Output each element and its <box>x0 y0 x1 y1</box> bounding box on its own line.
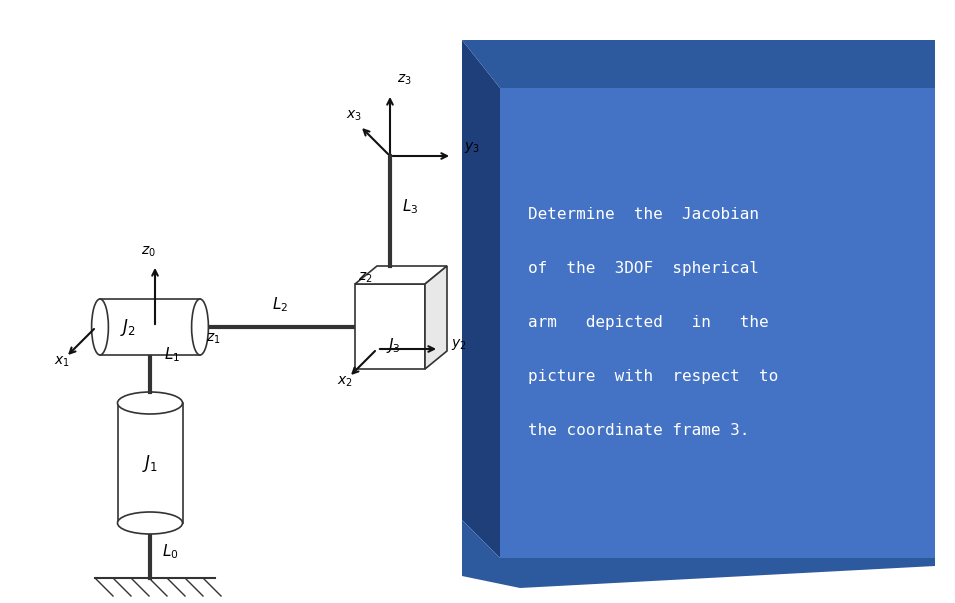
Text: $L_3$: $L_3$ <box>402 197 418 216</box>
Text: $z_3$: $z_3$ <box>397 73 412 87</box>
Text: $L_2$: $L_2$ <box>272 295 288 314</box>
Ellipse shape <box>117 392 182 414</box>
Text: $L_1$: $L_1$ <box>164 346 180 364</box>
Text: $x_1$: $x_1$ <box>54 355 70 370</box>
Text: $x_3$: $x_3$ <box>346 109 362 124</box>
FancyBboxPatch shape <box>500 88 935 558</box>
Ellipse shape <box>92 299 109 355</box>
Ellipse shape <box>117 512 182 534</box>
Text: Determine  the  Jacobian: Determine the Jacobian <box>528 207 759 223</box>
Polygon shape <box>425 266 447 369</box>
FancyBboxPatch shape <box>100 299 200 355</box>
Text: $J_3$: $J_3$ <box>386 336 401 355</box>
Text: $J_1$: $J_1$ <box>142 452 158 473</box>
Polygon shape <box>462 40 500 558</box>
Text: $y_3$: $y_3$ <box>464 140 480 155</box>
Ellipse shape <box>192 299 208 355</box>
Text: $L_0$: $L_0$ <box>162 542 179 561</box>
Text: $y_2$: $y_2$ <box>451 337 467 352</box>
Polygon shape <box>462 520 935 588</box>
Text: $x_2$: $x_2$ <box>337 375 352 390</box>
Text: $z_0$: $z_0$ <box>141 245 156 259</box>
Text: $z_2$: $z_2$ <box>358 271 372 285</box>
Text: arm   depicted   in   the: arm depicted in the <box>528 315 769 330</box>
Text: picture  with  respect  to: picture with respect to <box>528 370 778 384</box>
Text: $z_1$: $z_1$ <box>206 332 221 346</box>
FancyBboxPatch shape <box>355 284 425 369</box>
Text: the coordinate frame 3.: the coordinate frame 3. <box>528 423 750 438</box>
FancyBboxPatch shape <box>117 403 182 523</box>
Text: $J_2$: $J_2$ <box>120 317 136 338</box>
Polygon shape <box>462 40 935 88</box>
Polygon shape <box>355 266 447 284</box>
Text: of  the  3DOF  spherical: of the 3DOF spherical <box>528 261 759 276</box>
